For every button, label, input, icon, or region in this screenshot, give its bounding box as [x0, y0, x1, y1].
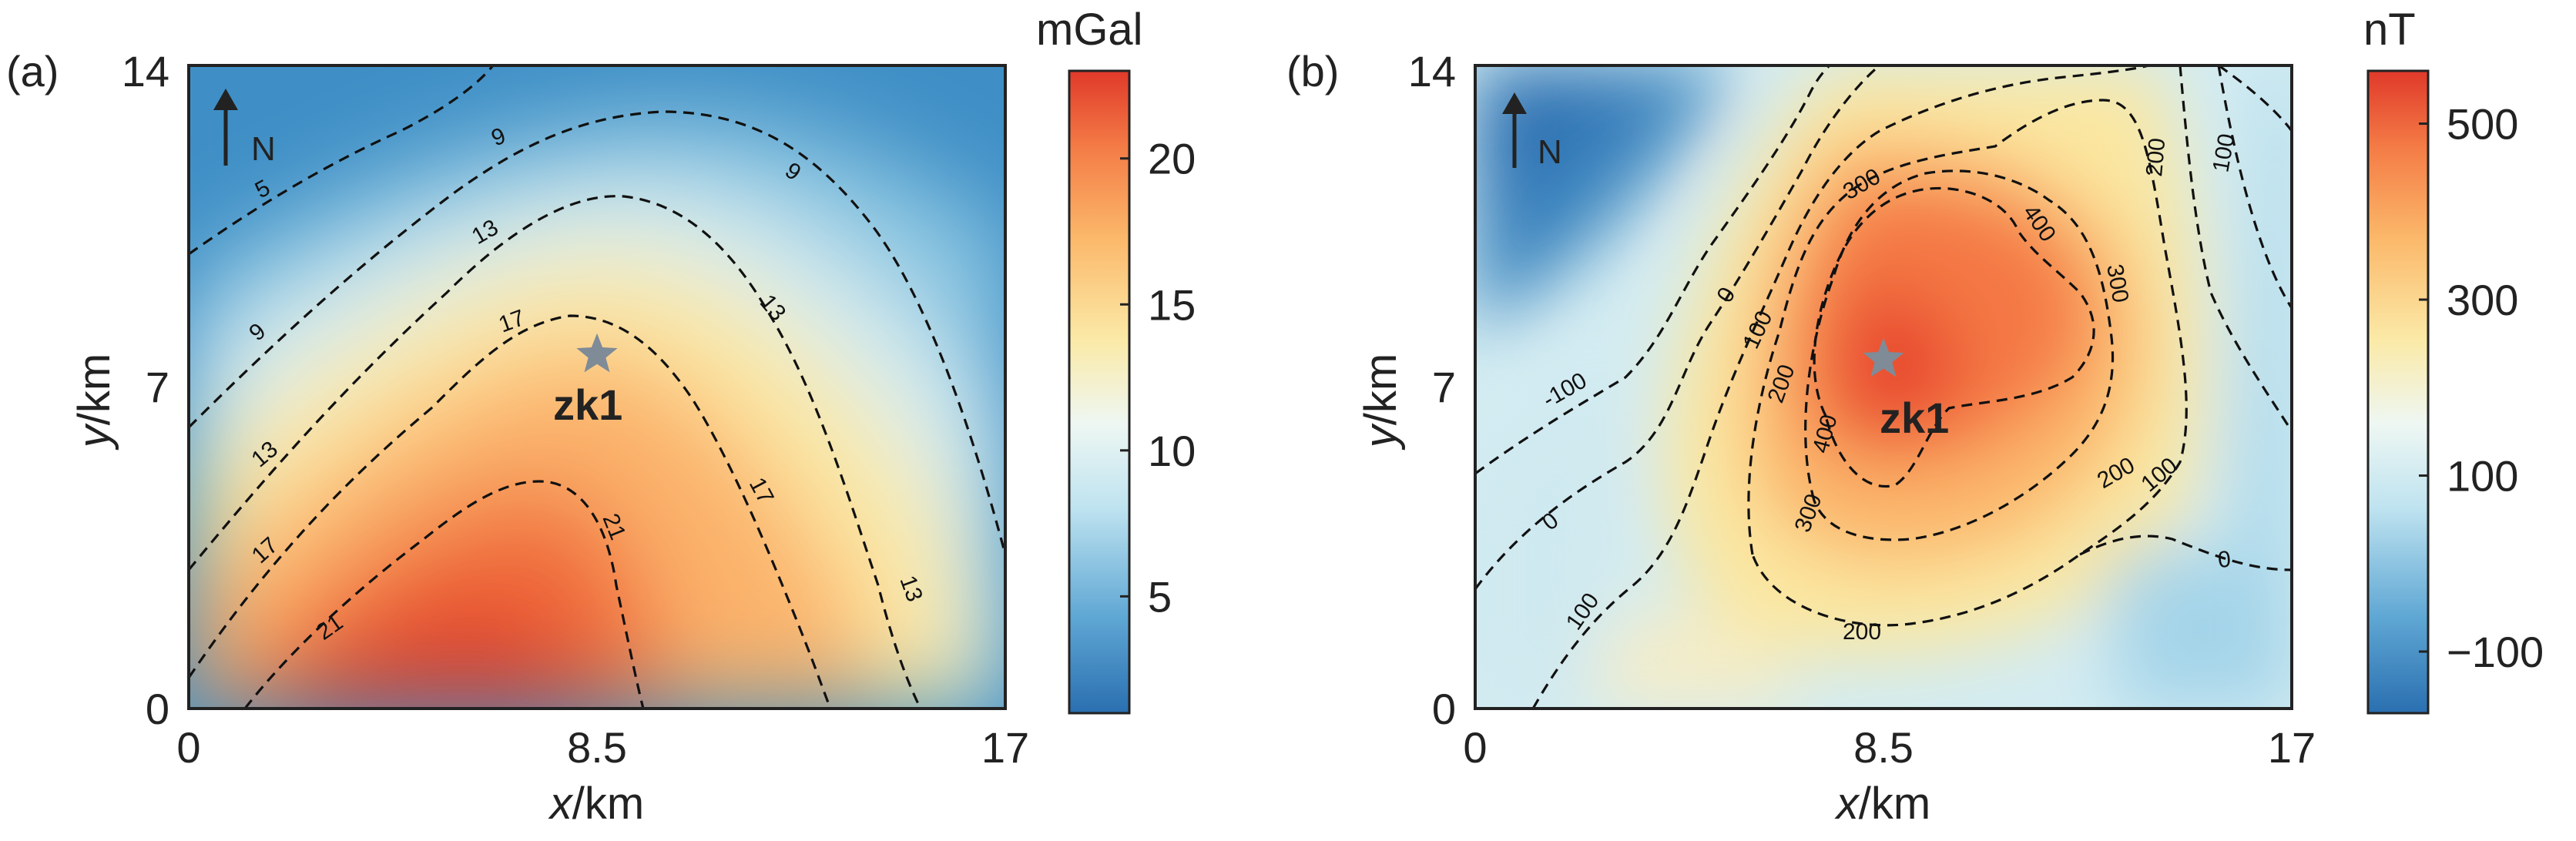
x-axis-a: 0 8.5 17 x/km	[176, 723, 1029, 829]
y-tick: 0	[1432, 685, 1456, 733]
contour-label: 0	[2217, 547, 2232, 573]
panel-b-label: (b)	[1286, 47, 1339, 95]
well-star-icon	[576, 333, 618, 373]
colorbar-tick: −100	[2447, 628, 2544, 676]
well-label: zk1	[553, 380, 622, 429]
magnetic-field	[1475, 65, 2292, 709]
x-axis-label: x/km	[548, 779, 644, 829]
x-axis-var: x	[548, 779, 574, 829]
y-tick: 14	[1408, 47, 1456, 95]
colorbar-tick: 5	[1148, 572, 1172, 621]
contour-21	[243, 480, 645, 709]
colorbar-b: nT 500 300 100 −100	[2363, 5, 2544, 715]
x-tick: 17	[2268, 723, 2316, 772]
x-axis-b: 0 8.5 17 x/km	[1463, 723, 2316, 829]
contour-9	[189, 110, 1005, 555]
well-star-icon	[1863, 337, 1904, 377]
colorbar-tick: 500	[2447, 100, 2518, 149]
y-axis-var: y	[69, 423, 119, 451]
colorbar-unit: mGal	[1036, 5, 1143, 55]
north-arrow-head	[1502, 92, 1527, 114]
colorbar-tick: 100	[2447, 452, 2518, 501]
panel-a: (a) 5 9 9 9 13 13 1	[6, 5, 1196, 829]
plot-frame-b	[1474, 64, 2293, 710]
contour-5	[189, 65, 495, 256]
contour-neg100	[1475, 65, 1831, 475]
north-label: N	[251, 130, 276, 168]
colorbar-gradient	[1068, 69, 1131, 715]
y-axis-unit: /km	[69, 353, 119, 425]
contour-100-right	[2218, 65, 2292, 132]
y-axis-var: y	[1356, 423, 1406, 451]
plot-frame-a	[187, 64, 1007, 710]
contour-300	[1804, 169, 2115, 541]
contour-400	[1813, 186, 2095, 488]
x-axis-label: x/km	[1834, 779, 1930, 829]
panel-a-label: (a)	[6, 47, 59, 95]
colorbar-unit: nT	[2363, 5, 2416, 55]
north-arrow-head	[213, 89, 238, 110]
y-tick: 14	[122, 47, 169, 95]
north-arrow-b: N	[1502, 92, 1562, 171]
y-axis-a: 0 7 14 y/km	[69, 47, 169, 733]
y-tick: 7	[1432, 363, 1456, 411]
y-axis-unit: /km	[1356, 353, 1406, 425]
x-tick: 0	[1463, 723, 1487, 772]
colorbar-gradient	[2366, 69, 2430, 715]
x-axis-var: x	[1834, 779, 1860, 829]
colorbar-tick: 10	[1148, 427, 1196, 475]
y-tick: 0	[146, 685, 169, 733]
north-arrow-a: N	[213, 89, 276, 168]
panel-b: (b)	[1286, 5, 2544, 829]
contour-neg100-right	[2217, 65, 2292, 309]
contour-0	[1475, 65, 1881, 590]
colorbar-tick: 15	[1148, 280, 1196, 329]
contour-label: 200	[2142, 137, 2170, 178]
colorbar-a: mGal 5 10 15 20	[1036, 5, 1196, 715]
x-axis-unit: /km	[1859, 779, 1930, 829]
y-axis-b: 0 7 14 y/km	[1356, 47, 1456, 733]
contour-13	[189, 195, 922, 709]
colorbar-tick: 300	[2447, 276, 2518, 324]
x-tick: 8.5	[567, 723, 627, 772]
y-axis-label: y/km	[1356, 353, 1406, 451]
contour-label: 200	[1843, 619, 1881, 645]
gravity-field	[189, 65, 1005, 709]
x-tick: 17	[981, 723, 1029, 772]
north-label: N	[1538, 133, 1562, 171]
contour-200	[1747, 99, 2188, 627]
x-axis-unit: /km	[572, 779, 644, 829]
contour-0-lower	[2079, 534, 2292, 571]
x-tick: 0	[176, 723, 200, 772]
contour-0-right	[2179, 65, 2292, 432]
y-tick: 7	[146, 363, 169, 411]
well-label: zk1	[1880, 394, 1949, 442]
contour-100	[1531, 65, 2150, 709]
colorbar-tick: 20	[1148, 135, 1196, 183]
y-axis-label: y/km	[69, 353, 119, 451]
contour-17	[189, 314, 832, 709]
x-tick: 8.5	[1853, 723, 1914, 772]
